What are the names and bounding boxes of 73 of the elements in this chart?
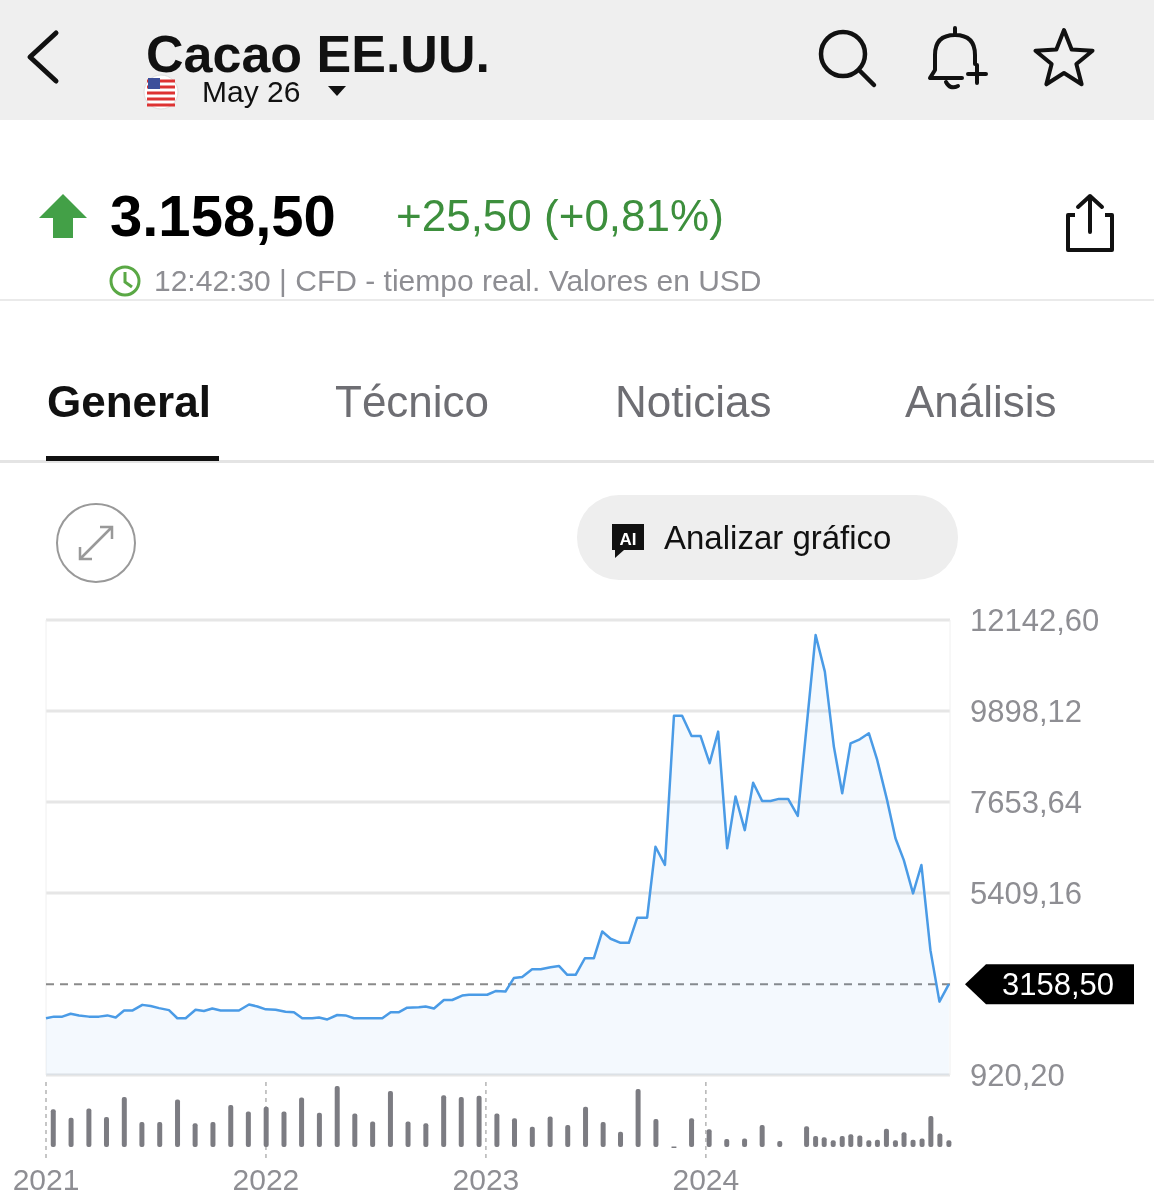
text: Análisis [905,377,1057,426]
y-tick-label: 7653,64 [970,785,1083,820]
text: Noticias [615,377,772,426]
x-tick-label: 2021 [12,1163,80,1196]
bar [583,1106,589,1147]
bar [618,1131,624,1147]
bar [883,1128,889,1147]
bar [387,1090,393,1147]
bar [228,1104,234,1147]
bar [512,1118,517,1147]
bar [635,1089,641,1147]
bar [405,1121,411,1147]
bar [423,1123,429,1147]
x-tick-label: 2022 [232,1163,300,1196]
bar [86,1108,92,1147]
text: Analizar gráfico [664,519,892,556]
bar [547,1116,553,1147]
bar [458,1096,464,1147]
text: General [47,377,211,426]
bar [476,1095,482,1147]
bar [759,1125,765,1147]
bar [529,1126,535,1147]
x-tick-label: 2023 [452,1163,520,1196]
bar [804,1126,810,1147]
bar [334,1086,340,1147]
y-tick-label: 920,20 [970,1058,1065,1093]
bar [742,1138,748,1147]
bar [494,1113,500,1147]
bar [192,1123,198,1147]
bar [857,1135,863,1147]
bar [937,1133,943,1147]
bar [299,1097,305,1147]
bar [316,1112,322,1147]
bar [689,1118,695,1147]
text: +25,50 (+0,81%) [396,191,724,240]
bar [706,1129,712,1147]
bar [50,1109,56,1147]
bar [821,1137,827,1147]
bar [281,1111,287,1147]
bar [777,1140,783,1147]
bar [441,1095,447,1147]
bar [263,1106,269,1147]
bar [68,1117,74,1147]
bar [874,1139,880,1147]
bar [370,1121,376,1147]
y-tick-label: 9898,12 [970,694,1083,729]
x-tick-label: 2024 [672,1163,740,1196]
text: 12:42:30 | CFD - tiempo real. Valores en USD [154,264,762,297]
bar [928,1115,934,1147]
y-tick-label: 12142,60 [970,603,1100,638]
bar [121,1096,127,1147]
bar [724,1139,730,1147]
bar [245,1111,251,1147]
bar [103,1117,109,1147]
bar [565,1125,571,1147]
ref-line-label: 3158,50 [1001,967,1115,1003]
bar [653,1118,659,1147]
bar [175,1099,181,1147]
bar [157,1121,163,1147]
y-tick-label: 5409,16 [970,876,1083,911]
bar [352,1113,358,1147]
bar [839,1136,845,1147]
bar [813,1136,819,1147]
text: AI [619,530,637,549]
bar [901,1132,907,1147]
bar [210,1121,216,1147]
text: Técnico [335,377,490,426]
text: 3.158,50 [110,183,336,248]
bar [600,1121,606,1147]
bar [139,1121,145,1147]
bar [892,1140,898,1147]
bar [848,1134,854,1147]
bar [919,1138,925,1147]
